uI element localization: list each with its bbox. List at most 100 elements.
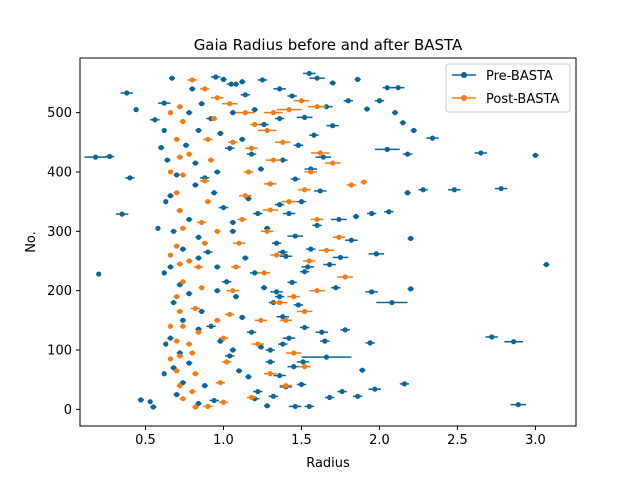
data-point (224, 279, 230, 285)
data-point (267, 207, 273, 213)
data-point (400, 120, 406, 126)
data-point (155, 225, 161, 231)
data-point (192, 182, 199, 188)
series-post-basta (167, 77, 367, 410)
data-point (189, 86, 195, 92)
data-point (242, 110, 248, 116)
data-point (195, 329, 202, 335)
data-point (515, 402, 521, 408)
data-point (211, 190, 217, 196)
data-point (451, 187, 457, 193)
data-point (389, 299, 395, 306)
data-point (133, 107, 139, 113)
data-point (202, 383, 208, 389)
data-point (277, 372, 283, 379)
data-point (306, 258, 312, 264)
data-point (167, 323, 174, 329)
data-point (236, 368, 242, 374)
data-point (174, 190, 180, 196)
data-point (348, 237, 354, 243)
data-point (355, 76, 361, 82)
data-point (311, 132, 317, 138)
data-point (330, 123, 336, 129)
data-point (319, 329, 325, 335)
data-point (167, 110, 174, 116)
data-point (233, 264, 239, 270)
data-point (174, 368, 180, 374)
data-point (195, 264, 202, 270)
data-point (408, 235, 414, 242)
data-point (220, 399, 227, 405)
data-point (214, 288, 220, 294)
x-axis-label: Radius (306, 456, 350, 471)
data-point (180, 317, 186, 323)
data-point (270, 393, 277, 399)
data-point (214, 228, 220, 234)
data-point (408, 286, 414, 292)
data-point (273, 252, 280, 258)
data-point (401, 381, 408, 387)
data-point (277, 202, 283, 208)
data-point (169, 75, 175, 81)
data-point (227, 145, 233, 151)
data-point (211, 397, 217, 404)
data-point (211, 115, 217, 122)
data-point (302, 308, 308, 315)
data-point (292, 176, 298, 182)
data-point (277, 86, 283, 92)
data-point (258, 166, 264, 172)
data-point (302, 114, 308, 120)
data-point (214, 169, 220, 175)
data-point (180, 225, 186, 231)
data-point (205, 403, 211, 410)
y-axis-label: No. (24, 231, 39, 253)
data-point (230, 347, 236, 353)
data-point (177, 308, 183, 315)
data-point (177, 207, 183, 214)
data-point (280, 314, 286, 320)
data-point (273, 289, 280, 295)
data-point (239, 216, 245, 223)
data-point (214, 264, 220, 270)
data-point (202, 240, 208, 246)
data-point (323, 247, 330, 253)
data-point (177, 383, 183, 389)
data-point (300, 359, 306, 365)
data-point (96, 271, 102, 277)
y-tick-label: 100 (47, 344, 72, 359)
data-point (478, 150, 484, 156)
data-point (230, 219, 236, 226)
y-tick-label: 200 (47, 284, 72, 299)
data-point (239, 136, 245, 142)
x-tick-label: 1.5 (291, 433, 312, 448)
data-point (264, 127, 270, 134)
data-point (174, 391, 180, 398)
data-point (186, 360, 192, 366)
data-point (192, 305, 199, 312)
data-point (220, 76, 227, 82)
data-point (273, 240, 280, 246)
data-point (267, 181, 273, 187)
data-point (367, 340, 373, 346)
data-point (369, 289, 375, 295)
data-point (384, 146, 390, 153)
data-point (189, 388, 195, 395)
data-point (317, 150, 323, 156)
data-point (127, 175, 133, 181)
data-point (199, 308, 205, 315)
data-point (192, 371, 199, 377)
data-point (233, 294, 239, 300)
data-point (230, 139, 236, 145)
data-point (233, 81, 239, 87)
plot-frame (79, 57, 577, 427)
data-point (217, 380, 223, 386)
data-point (291, 294, 297, 300)
data-point (199, 219, 205, 226)
data-point (220, 335, 227, 341)
data-point (361, 179, 367, 185)
data-point (205, 136, 211, 142)
data-point (289, 93, 295, 99)
data-point (252, 107, 258, 113)
data-point (292, 403, 298, 410)
data-point (174, 243, 180, 249)
